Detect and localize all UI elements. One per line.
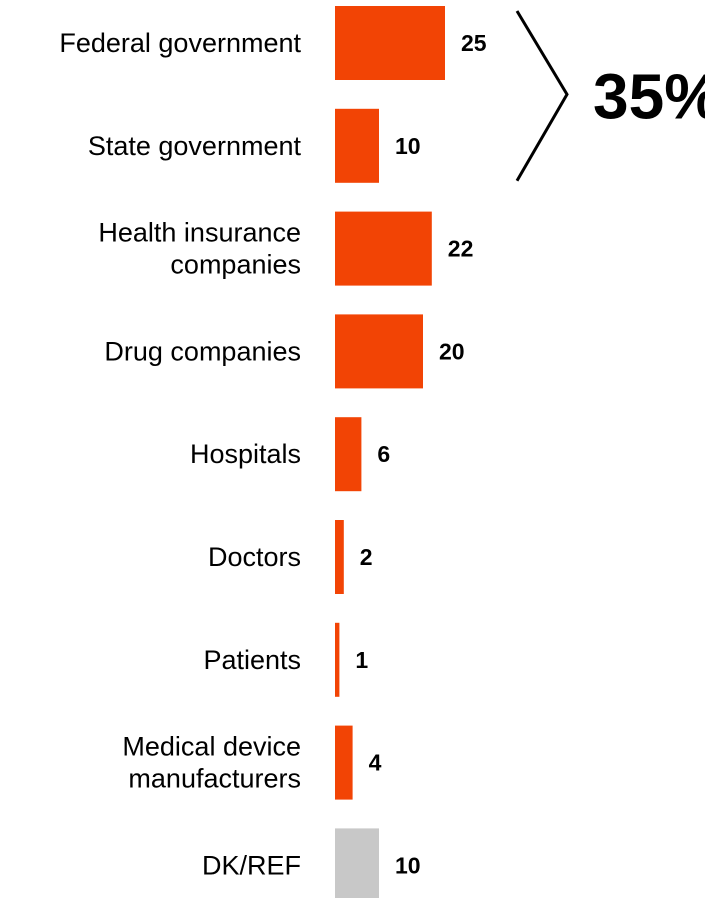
category-label-3: Drug companies — [104, 336, 301, 366]
bars-layer — [335, 6, 445, 898]
category-label-line: Medical device — [122, 732, 301, 762]
bar-2 — [335, 211, 432, 286]
bar-4 — [335, 417, 362, 492]
category-label-line: companies — [170, 250, 301, 280]
category-label-line: State government — [88, 131, 302, 161]
category-label-line: Doctors — [208, 542, 301, 572]
bar-7 — [335, 725, 353, 800]
category-label-line: Federal government — [59, 28, 301, 58]
category-label-line: Drug companies — [104, 336, 301, 366]
bar-0 — [335, 6, 445, 80]
value-label-1: 10 — [395, 133, 421, 159]
value-label-3: 20 — [439, 338, 465, 364]
value-label-5: 2 — [360, 544, 373, 570]
value-label-8: 10 — [395, 852, 421, 878]
value-label-6: 1 — [355, 647, 368, 673]
bracket-chevron — [515, 10, 569, 182]
category-label-line: DK/REF — [202, 850, 301, 880]
category-label-line: manufacturers — [128, 764, 301, 794]
category-label-line: Health insurance — [98, 218, 301, 248]
category-label-1: State government — [88, 131, 302, 161]
bar-5 — [335, 520, 344, 594]
bar-8 — [335, 828, 379, 898]
category-label-4: Hospitals — [190, 439, 301, 469]
bar-6 — [335, 622, 340, 697]
category-label-8: DK/REF — [202, 850, 301, 880]
category-label-7: Medical device manufacturers — [122, 732, 301, 794]
category-label-2: Health insurance companies — [98, 218, 301, 280]
value-label-4: 6 — [377, 441, 390, 467]
category-label-line: Hospitals — [190, 439, 301, 469]
bar-1 — [335, 108, 379, 183]
bracket-annotation: 35% — [515, 10, 705, 182]
category-label-line: Patients — [203, 645, 301, 675]
value-labels-layer: 25 10 22 20 6 2 1 4 10 — [355, 30, 486, 878]
category-labels-layer: Federal government State government Health… — [59, 28, 301, 880]
bar-3 — [335, 314, 423, 389]
category-label-0: Federal government — [59, 28, 301, 58]
value-label-2: 22 — [448, 236, 474, 262]
value-label-7: 4 — [369, 750, 382, 776]
category-label-5: Doctors — [208, 542, 301, 572]
bracket-total-label: 35% — [593, 60, 705, 132]
category-label-6: Patients — [203, 645, 301, 675]
value-label-0: 25 — [461, 30, 487, 56]
